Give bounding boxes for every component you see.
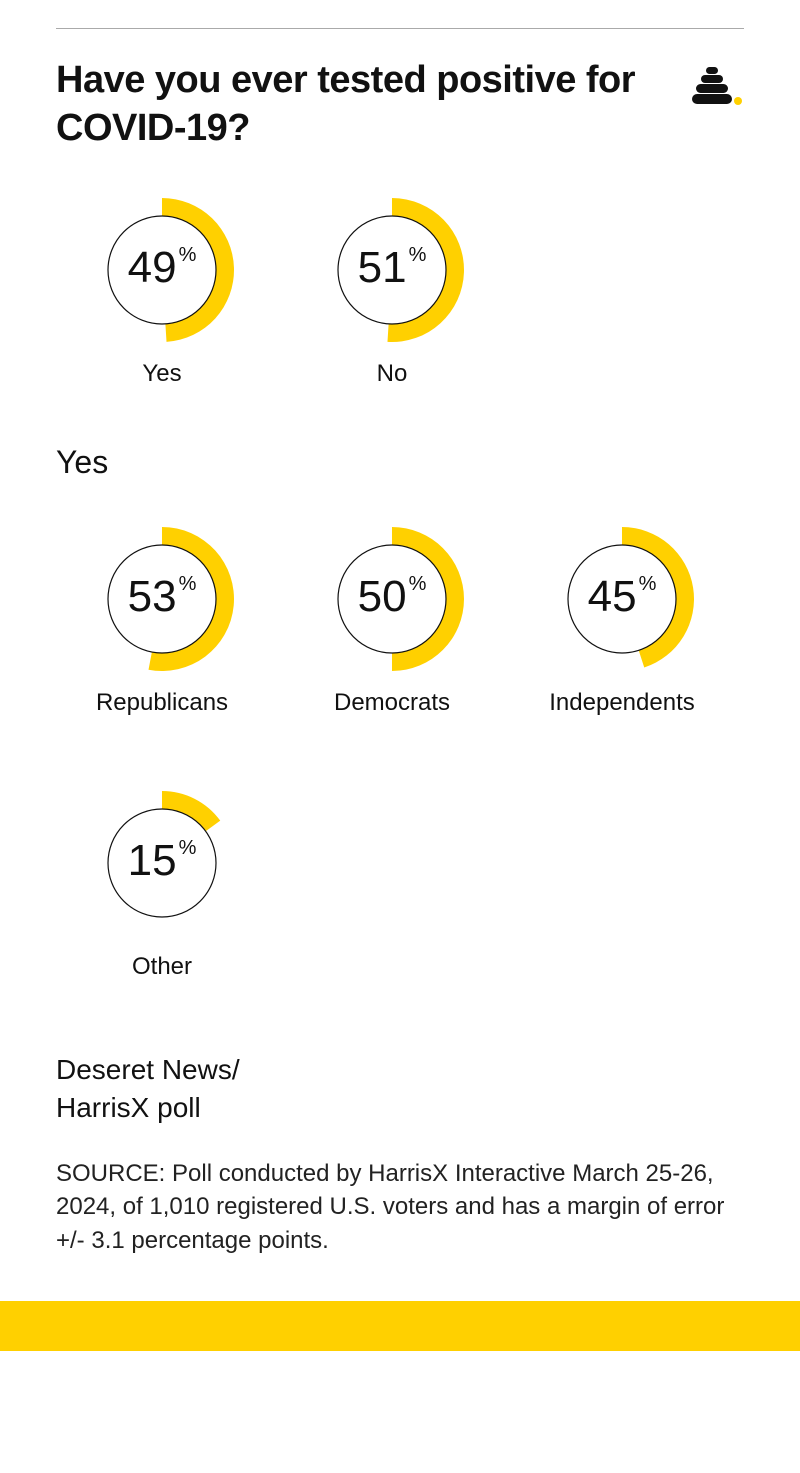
poll-credit: Deseret News/ HarrisX poll: [56, 1051, 744, 1127]
donut-label: Other: [132, 953, 192, 981]
donut-chart: 15% Other: [82, 787, 242, 981]
donut-value: 50%: [358, 572, 427, 621]
breakdown-donut-grid: 53% Republicans 50% Democrats 45% Independent…: [56, 523, 744, 981]
donut-chart: 45% Independents: [542, 523, 702, 717]
beehive-logo-icon: [688, 61, 744, 118]
donut-chart: 53% Republicans: [82, 523, 242, 717]
infographic-container: Have you ever tested positive for COVID-…: [0, 0, 800, 1257]
donut-chart: 49% Yes: [82, 194, 242, 388]
chart-title: Have you ever tested positive for COVID-…: [56, 57, 636, 152]
overall-donut-row: 49% Yes 51% No: [56, 194, 744, 388]
header-row: Have you ever tested positive for COVID-…: [56, 57, 744, 152]
donut-value: 49%: [128, 243, 197, 292]
donut-label: Independents: [549, 689, 694, 717]
donut-label: Republicans: [96, 689, 228, 717]
donut-value: 45%: [588, 572, 657, 621]
donut-label: No: [377, 360, 408, 388]
bottom-accent-bar: [0, 1301, 800, 1351]
credit-line-2: HarrisX poll: [56, 1089, 744, 1127]
donut-chart: 51% No: [312, 194, 472, 388]
source-note: SOURCE: Poll conducted by HarrisX Intera…: [56, 1157, 744, 1258]
top-rule: [56, 28, 744, 29]
donut-label: Yes: [142, 360, 181, 388]
credit-line-1: Deseret News/: [56, 1051, 744, 1089]
donut-value: 51%: [358, 243, 427, 292]
breakdown-heading: Yes: [56, 444, 744, 481]
donut-value: 15%: [128, 836, 197, 885]
donut-value: 53%: [128, 572, 197, 621]
donut-label: Democrats: [334, 689, 450, 717]
donut-chart: 50% Democrats: [312, 523, 472, 717]
